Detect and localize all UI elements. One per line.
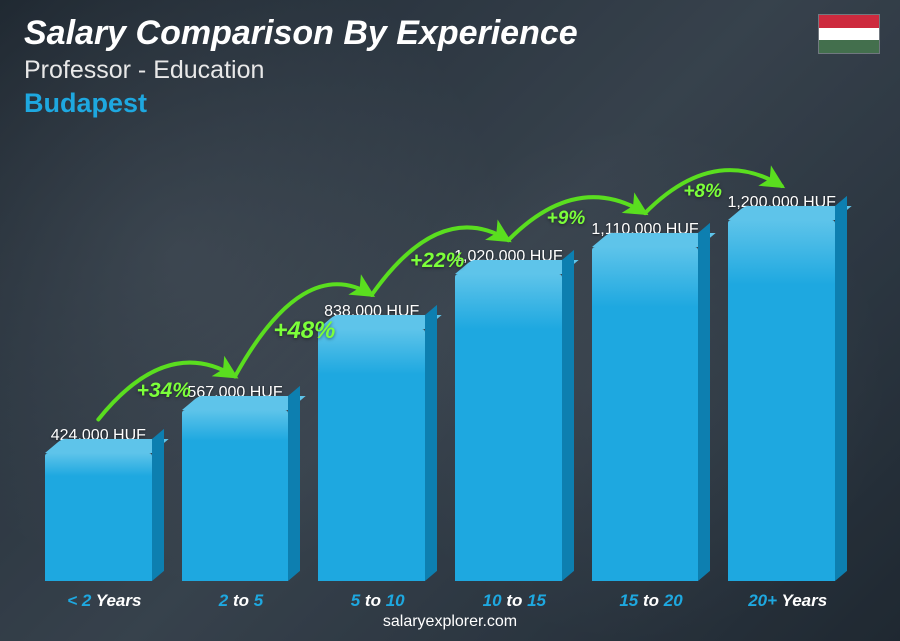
content: Salary Comparison By Experience Professo… xyxy=(0,0,900,641)
bar-top-face xyxy=(45,439,168,453)
bar-wrap: 838,000 HUF5 to 10 xyxy=(303,130,440,581)
footer-attribution: salaryexplorer.com xyxy=(0,613,900,631)
chart-subtitle: Professor - Education xyxy=(24,56,264,85)
bar xyxy=(318,329,425,581)
bar-top-face xyxy=(455,260,578,274)
bar-side-face xyxy=(425,305,437,581)
bar-wrap: 1,200,000 HUF20+ Years xyxy=(713,130,850,581)
chart-location: Budapest xyxy=(24,88,147,119)
x-axis-label: 20+ Years xyxy=(713,591,862,611)
increase-pct-label: +22% xyxy=(410,249,464,273)
bar-wrap: 1,020,000 HUF10 to 15 xyxy=(440,130,577,581)
bars-container: 424,000 HUF< 2 Years567,000 HUF2 to 5838… xyxy=(30,130,850,581)
x-axis-label: 10 to 15 xyxy=(440,591,589,611)
flag-stripe xyxy=(819,15,879,28)
chart-title: Salary Comparison By Experience xyxy=(24,14,578,53)
bar-side-face xyxy=(288,386,300,581)
bar-top-face xyxy=(728,206,851,220)
increase-pct-label: +9% xyxy=(547,208,586,230)
flag-stripe xyxy=(819,28,879,41)
bar-top-face xyxy=(592,233,715,247)
increase-pct-label: +34% xyxy=(137,379,191,403)
bar-wrap: 567,000 HUF2 to 5 xyxy=(167,130,304,581)
bar-side-face xyxy=(152,429,164,581)
x-axis-label: 2 to 5 xyxy=(167,591,316,611)
increase-pct-label: +48% xyxy=(273,317,335,345)
bar-side-face xyxy=(562,250,574,581)
bar-top-face xyxy=(182,396,305,410)
bar-wrap: 424,000 HUF< 2 Years xyxy=(30,130,167,581)
bar xyxy=(592,247,699,581)
bar-chart: 424,000 HUF< 2 Years567,000 HUF2 to 5838… xyxy=(30,130,850,581)
increase-pct-label: +8% xyxy=(683,181,722,203)
bar xyxy=(182,410,289,581)
bar-top-face xyxy=(318,315,441,329)
x-axis-label: 15 to 20 xyxy=(577,591,726,611)
x-axis-label: 5 to 10 xyxy=(303,591,452,611)
bar xyxy=(45,453,152,581)
bar-side-face xyxy=(835,196,847,581)
bar xyxy=(728,220,835,581)
flag-hungary xyxy=(818,14,880,54)
bar-side-face xyxy=(698,223,710,581)
x-axis-label: < 2 Years xyxy=(30,591,179,611)
bar xyxy=(455,274,562,581)
flag-stripe xyxy=(819,40,879,53)
